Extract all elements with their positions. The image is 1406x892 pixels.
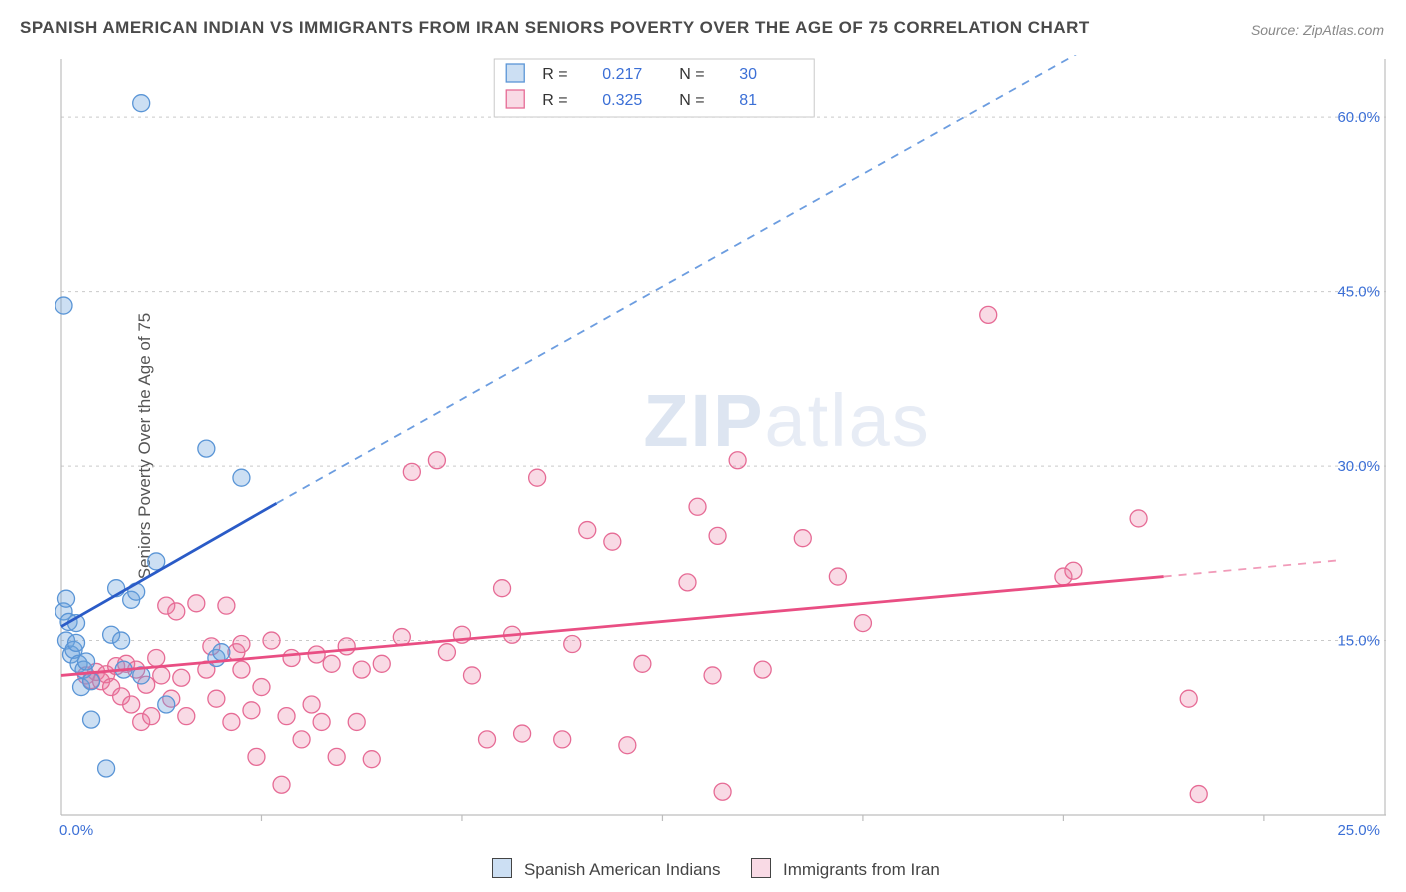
data-point-pink <box>208 690 225 707</box>
data-point-pink <box>188 595 205 612</box>
data-point-pink <box>323 655 340 672</box>
data-point-pink <box>243 702 260 719</box>
data-point-pink <box>303 696 320 713</box>
data-point-blue <box>233 469 250 486</box>
data-point-pink <box>1180 690 1197 707</box>
data-point-blue <box>198 440 215 457</box>
data-point-pink <box>218 597 235 614</box>
data-point-pink <box>348 713 365 730</box>
data-point-blue <box>133 95 150 112</box>
data-point-pink <box>148 649 165 666</box>
legend-n-value: 81 <box>739 92 757 109</box>
data-point-pink <box>278 708 295 725</box>
data-point-pink <box>248 748 265 765</box>
data-point-pink <box>273 776 290 793</box>
legend-swatch-pink <box>751 858 771 878</box>
legend-n-value: 30 <box>739 66 757 83</box>
data-point-pink <box>153 667 170 684</box>
data-point-pink <box>373 655 390 672</box>
x-tick-label: 25.0% <box>1337 822 1380 837</box>
legend-label-pink: Immigrants from Iran <box>783 860 940 879</box>
data-point-pink <box>554 731 571 748</box>
legend-r-value: 0.325 <box>602 92 642 109</box>
data-point-pink <box>403 463 420 480</box>
scatter-chart: ZIPatlas 15.0% 30.0% 45.0% 60.0% 0.0% 25.0% R =… <box>55 55 1386 837</box>
data-point-pink <box>619 737 636 754</box>
data-point-pink <box>1130 510 1147 527</box>
svg-text:ZIPatlas: ZIPatlas <box>643 379 930 462</box>
legend-n-label: N = <box>679 66 704 83</box>
data-point-pink <box>714 783 731 800</box>
data-point-pink <box>579 522 596 539</box>
data-point-pink <box>564 636 581 653</box>
data-point-pink <box>689 498 706 515</box>
data-point-pink <box>829 568 846 585</box>
data-point-pink <box>1065 562 1082 579</box>
legend-swatch <box>506 64 524 82</box>
data-point-blue <box>83 711 100 728</box>
data-point-pink <box>604 533 621 550</box>
data-point-blue <box>158 696 175 713</box>
data-point-pink <box>854 615 871 632</box>
legend-r-value: 0.217 <box>602 66 642 83</box>
data-point-pink <box>1190 786 1207 803</box>
bottom-legend: Spanish American Indians Immigrants from… <box>0 858 1406 880</box>
data-point-blue <box>98 760 115 777</box>
legend-r-label: R = <box>542 66 567 83</box>
data-point-pink <box>679 574 696 591</box>
data-point-pink <box>338 638 355 655</box>
data-point-pink <box>353 661 370 678</box>
data-point-pink <box>428 452 445 469</box>
plot-area: ZIPatlas 15.0% 30.0% 45.0% 60.0% 0.0% 25.0% R =… <box>55 55 1386 837</box>
data-point-blue <box>213 644 230 661</box>
data-point-pink <box>754 661 771 678</box>
legend-r-label: R = <box>542 92 567 109</box>
data-point-pink <box>328 748 345 765</box>
data-point-pink <box>263 632 280 649</box>
legend-swatch <box>506 90 524 108</box>
data-point-pink <box>143 708 160 725</box>
data-point-pink <box>293 731 310 748</box>
data-point-pink <box>463 667 480 684</box>
y-tick-label: 30.0% <box>1337 458 1380 475</box>
legend-swatch-blue <box>492 858 512 878</box>
data-point-pink <box>123 696 140 713</box>
data-point-blue <box>55 297 72 314</box>
data-point-pink <box>980 306 997 323</box>
x-tick-label: 0.0% <box>59 822 93 837</box>
data-point-pink <box>494 580 511 597</box>
legend-label-blue: Spanish American Indians <box>524 860 721 879</box>
data-point-pink <box>704 667 721 684</box>
data-point-pink <box>308 646 325 663</box>
data-point-pink <box>438 644 455 661</box>
data-point-pink <box>173 669 190 686</box>
y-tick-label: 60.0% <box>1337 109 1380 126</box>
data-point-blue <box>83 673 100 690</box>
data-point-pink <box>313 713 330 730</box>
data-point-pink <box>709 527 726 544</box>
data-point-pink <box>479 731 496 748</box>
data-point-pink <box>168 603 185 620</box>
data-point-pink <box>253 679 270 696</box>
data-point-blue <box>58 590 75 607</box>
data-point-pink <box>233 636 250 653</box>
data-point-pink <box>283 649 300 666</box>
data-point-blue <box>113 632 130 649</box>
data-point-pink <box>529 469 546 486</box>
data-point-pink <box>729 452 746 469</box>
y-tick-label: 15.0% <box>1337 633 1380 650</box>
data-point-pink <box>794 530 811 547</box>
legend-n-label: N = <box>679 92 704 109</box>
data-point-blue <box>78 653 95 670</box>
data-point-pink <box>223 713 240 730</box>
data-point-pink <box>363 751 380 768</box>
y-tick-label: 45.0% <box>1337 284 1380 301</box>
data-point-pink <box>178 708 195 725</box>
data-point-pink <box>233 661 250 678</box>
data-point-pink <box>634 655 651 672</box>
chart-title: SPANISH AMERICAN INDIAN VS IMMIGRANTS FR… <box>20 18 1090 38</box>
data-point-blue <box>68 634 85 651</box>
source-attribution: Source: ZipAtlas.com <box>1251 22 1384 38</box>
data-point-pink <box>514 725 531 742</box>
